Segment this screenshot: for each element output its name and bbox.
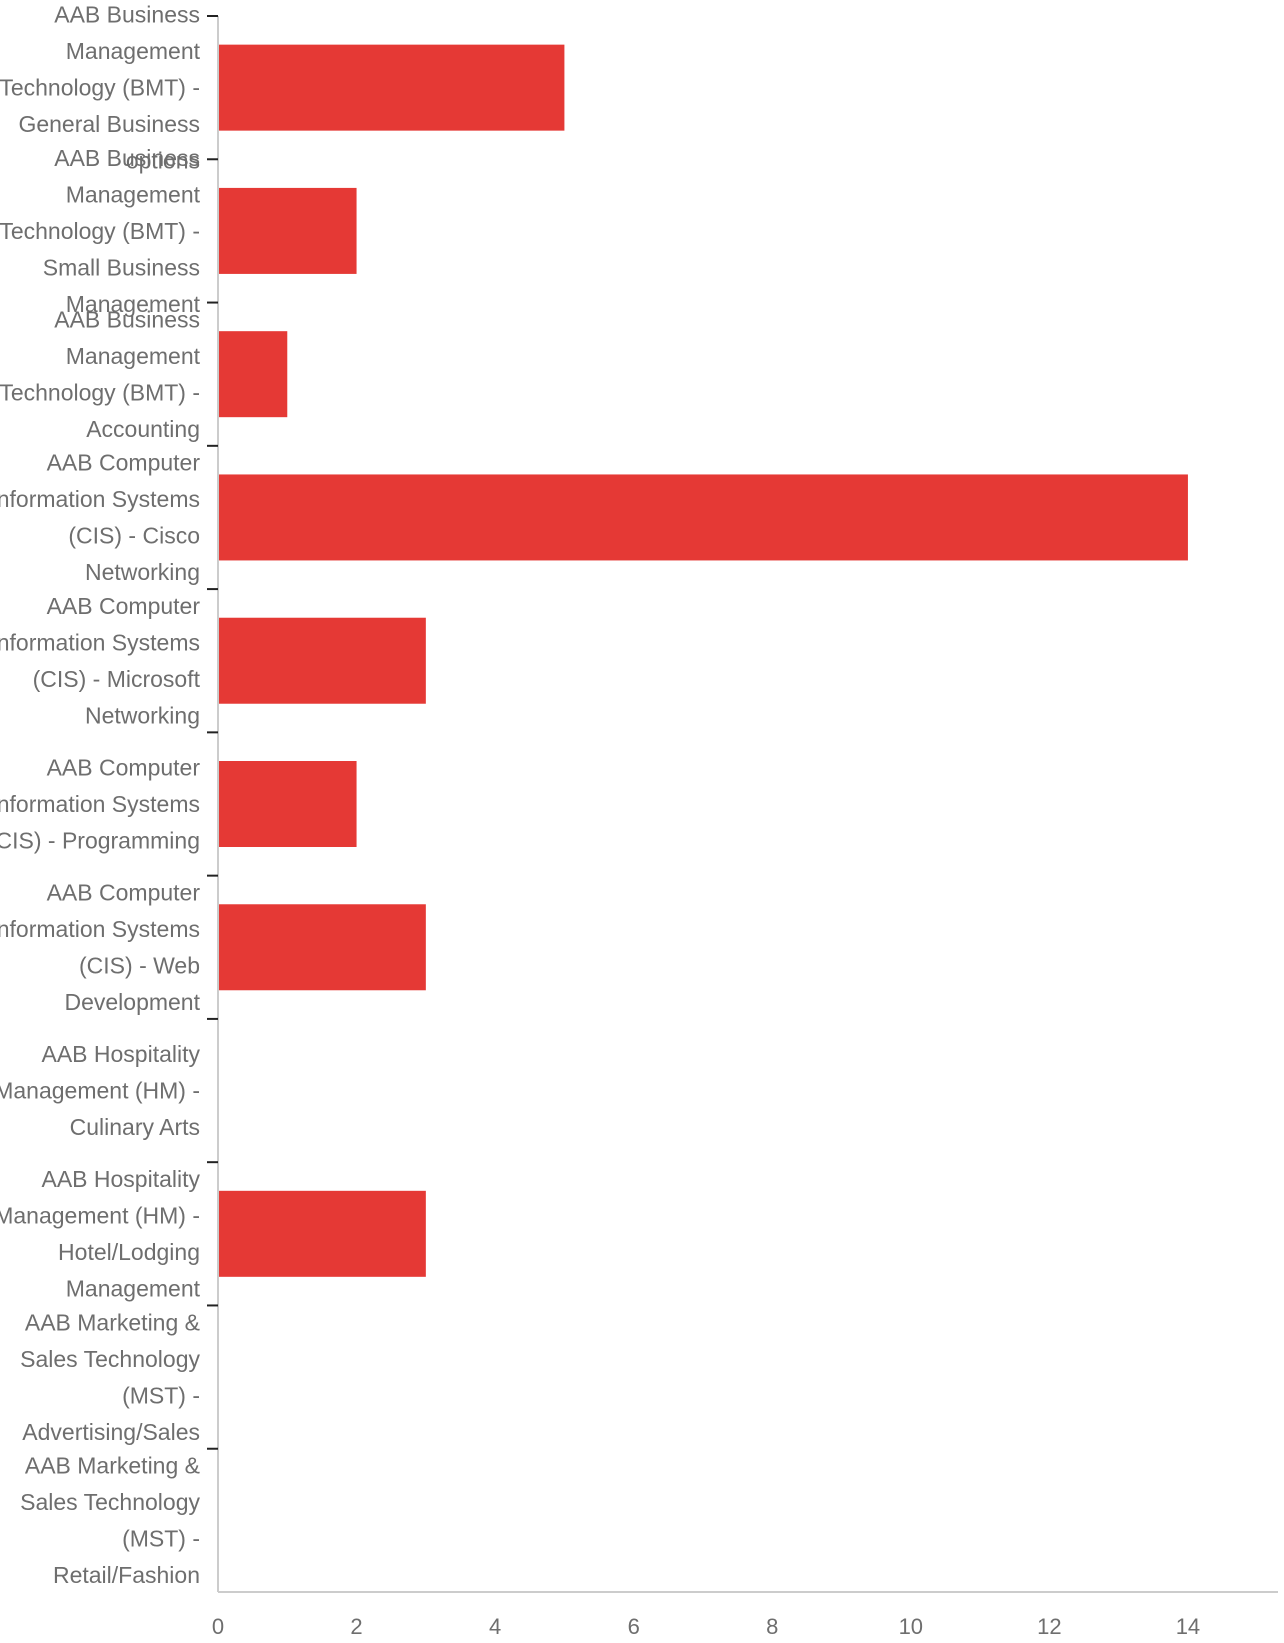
category-label-line: Networking — [85, 702, 200, 728]
category-label: AAB Computer Information Systems (CIS) - P… — [0, 755, 200, 854]
x-tick-label: 12 — [1037, 1614, 1061, 1639]
category-label-line: AAB Business — [54, 145, 200, 171]
x-tick-label: 2 — [350, 1614, 362, 1639]
bar — [218, 1190, 426, 1277]
category-label-line: AAB Computer — [47, 593, 201, 619]
category-label-line: Advertising/Sales — [22, 1419, 200, 1445]
category-label-line: (CIS) - Programming — [0, 828, 200, 854]
category-label-line: (CIS) - Web — [79, 953, 200, 979]
category-label: AAB Business Management Technology (BMT) -… — [0, 306, 201, 442]
x-tick-label: 14 — [1176, 1614, 1200, 1639]
category-label-line: options — [126, 148, 200, 174]
x-axis-ticks: 0 2 4 6 8 10 12 14 — [212, 1614, 1200, 1639]
category-label-line: Accounting — [86, 416, 200, 442]
category-label-line: Technology (BMT) - — [0, 218, 200, 244]
category-label-line: Management — [66, 181, 201, 207]
category-label-line: Small Business — [43, 254, 200, 280]
category-label-line: AAB Business — [54, 2, 200, 28]
category-label-line: AAB Hospitality — [41, 1041, 200, 1067]
category-label-line: General Business — [18, 111, 200, 137]
y-axis-ticks — [207, 15, 218, 1450]
category-label-line: Sales Technology — [20, 1489, 200, 1515]
category-label-line: Management (HM) - — [0, 1078, 200, 1104]
category-label: AAB Computer Information Systems (CIS) - M… — [0, 593, 201, 729]
category-label-line: (CIS) - Cisco — [68, 523, 200, 549]
category-label: AAB Marketing & Sales Technology (MST) - Ad… — [20, 1309, 200, 1445]
category-label-line: Technology (BMT) - — [0, 75, 200, 101]
category-label: AAB Hospitality Management (HM) - Culinary… — [0, 1041, 200, 1140]
bars-layer — [218, 44, 1188, 1277]
category-label: AAB Marketing & Sales Technology (MST) - Re… — [20, 1453, 200, 1589]
category-label-line: Management (HM) - — [0, 1203, 200, 1229]
bar — [218, 44, 565, 131]
category-label-line: AAB Marketing & — [25, 1453, 200, 1479]
category-label-line: Hotel/Lodging — [58, 1239, 200, 1265]
category-label-line: Information Systems — [0, 791, 200, 817]
bar — [218, 904, 426, 991]
bar — [218, 474, 1188, 561]
category-label-line: AAB Computer — [47, 755, 201, 781]
category-label-line: Management — [66, 291, 201, 317]
bar — [218, 187, 357, 274]
category-label-line: (MST) - — [122, 1526, 200, 1552]
x-tick-label: 10 — [899, 1614, 923, 1639]
x-tick-label: 0 — [212, 1614, 224, 1639]
category-label-line: Networking — [85, 559, 200, 585]
category-label-line: AAB Marketing & — [25, 1309, 200, 1335]
category-label-line: (CIS) - Microsoft — [33, 666, 201, 692]
category-label-line: AAB Computer — [47, 880, 201, 906]
x-tick-label: 6 — [628, 1614, 640, 1639]
category-label-line: (MST) - — [122, 1382, 200, 1408]
category-label-line: AAB Computer — [47, 450, 201, 476]
category-label-line: Management — [66, 1276, 201, 1302]
category-label: AAB Business Management Technology (BMT) -… — [0, 145, 201, 317]
category-label-line: Culinary Arts — [70, 1114, 200, 1140]
x-tick-label: 4 — [489, 1614, 501, 1639]
category-label-line: Information Systems — [0, 486, 200, 512]
category-label: AAB Hospitality Management (HM) - Hotel/Lo… — [0, 1166, 201, 1302]
category-label-line: Management — [66, 38, 201, 64]
category-label-line: Retail/Fashion — [53, 1562, 200, 1588]
category-label-line: AAB Business — [54, 306, 200, 332]
x-tick-label: 8 — [766, 1614, 778, 1639]
category-label: AAB Business Management Technology (BMT) -… — [0, 2, 201, 174]
bar — [218, 761, 357, 847]
category-label-line: Information Systems — [0, 629, 200, 655]
category-label-line: Information Systems — [0, 916, 200, 942]
category-label-line: AAB Hospitality — [41, 1166, 200, 1192]
category-label-line: Technology (BMT) - — [0, 379, 200, 405]
category-label: AAB Computer Information Systems (CIS) - C… — [0, 450, 200, 586]
category-label: AAB Computer Information Systems (CIS) - W… — [0, 880, 201, 1016]
category-label-line: Development — [64, 989, 200, 1015]
y-axis-category-labels: AAB Business Management Technology (BMT) -… — [0, 2, 201, 1588]
bar — [218, 331, 288, 418]
category-label-line: Sales Technology — [20, 1346, 200, 1372]
bar — [218, 617, 426, 704]
axes-layer — [217, 16, 1278, 1593]
category-label-line: Management — [66, 343, 201, 369]
